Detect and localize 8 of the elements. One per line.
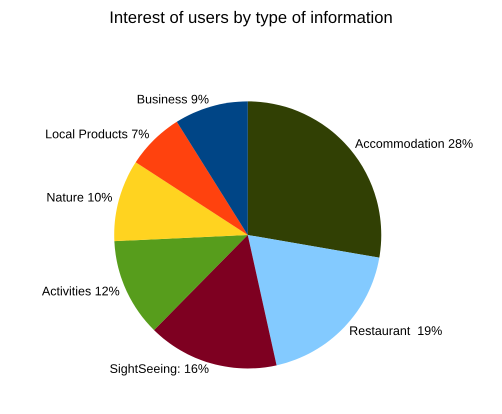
slice-label: Nature 10% xyxy=(47,192,112,202)
slice-label: Local Products 7% xyxy=(46,129,149,138)
slice-label: Restaurant 19% xyxy=(350,326,442,336)
slice-label: Business 9% xyxy=(138,94,209,104)
slice-label: Activities 12% xyxy=(42,286,120,296)
slice-label: SightSeeing: 16% xyxy=(110,364,209,376)
slice-label: Accommodation 28% xyxy=(355,138,473,148)
chart-title: Interest of users by type of information xyxy=(110,10,392,26)
